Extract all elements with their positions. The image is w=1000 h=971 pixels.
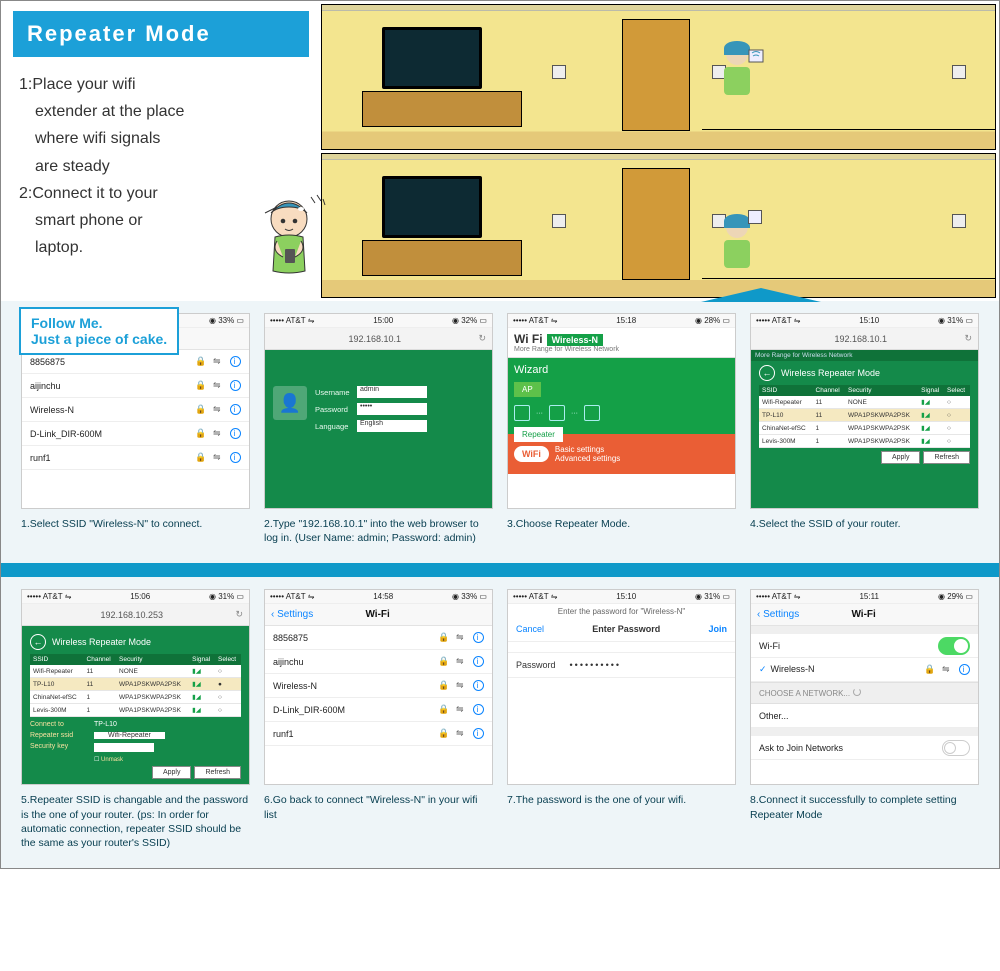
screen-4: ••••• AT&T ⇋15:10◉ 31% ▭ 192.168.10.1↻ M… <box>750 313 979 509</box>
back-arrow-icon[interactable]: ← <box>30 634 46 650</box>
back-arrow-icon[interactable]: ← <box>759 365 775 381</box>
speech-bubble: Follow Me. Just a piece of cake. <box>19 307 179 355</box>
refresh-button[interactable]: Refresh <box>923 451 970 464</box>
pc-icon <box>514 405 530 421</box>
username-input[interactable]: admin <box>357 386 427 398</box>
table-row[interactable]: TP-L1011WPA1PSKWPA2PSK▮◢○ <box>759 409 970 422</box>
screen-8: ••••• AT&T ⇋15:11◉ 29% ▭ ‹ SettingsWi-Fi… <box>750 589 979 785</box>
language-select[interactable]: English <box>357 420 427 432</box>
refresh-button[interactable]: Refresh <box>194 766 241 779</box>
table-row[interactable]: Levis-300M1WPA1PSKWPA2PSK▮◢○ <box>759 435 970 448</box>
caption-4: 4.Select the SSID of your router. <box>750 517 979 531</box>
room-illustration-1 <box>321 4 996 150</box>
repeater-icon <box>549 405 565 421</box>
ssid-table: SSIDChannelSecuritySignalSelect Wifi-Rep… <box>30 654 241 717</box>
caption-2: 2.Type "192.168.10.1" into the web brows… <box>264 517 493 545</box>
security-key-input[interactable] <box>94 743 154 752</box>
character-illustration <box>241 191 341 301</box>
caption-8: 8.Connect it successfully to complete se… <box>750 793 979 821</box>
step1b: extender at the place <box>35 100 309 123</box>
other-network[interactable]: Other... <box>751 704 978 728</box>
router-icon <box>584 405 600 421</box>
screen-5: ••••• AT&T ⇋15:06◉ 31% ▭ 192.168.10.253↻… <box>21 589 250 785</box>
avatar-icon: 👤 <box>273 386 307 420</box>
repeater-ssid-input[interactable]: Wifi-Repeater <box>94 732 165 739</box>
arrow-connector <box>701 288 821 302</box>
apply-button[interactable]: Apply <box>881 451 921 464</box>
url-bar[interactable]: 192.168.10.253 <box>28 610 235 620</box>
screen-7: ••••• AT&T ⇋15:10◉ 31% ▭ Enter the passw… <box>507 589 736 785</box>
caption-5: 5.Repeater SSID is changable and the pas… <box>21 793 250 850</box>
table-row[interactable]: ChinaNet-efSC1WPA1PSKWPA2PSK▮◢○ <box>759 422 970 435</box>
caption-3: 3.Choose Repeater Mode. <box>507 517 736 531</box>
join-button[interactable]: Join <box>708 624 727 634</box>
wifi-network[interactable]: D-Link_DIR-600M🔒 ⇋ i <box>22 422 249 446</box>
wifi-network[interactable]: runf1🔒 ⇋ i <box>22 446 249 470</box>
url-bar[interactable]: 192.168.10.1 <box>271 334 478 344</box>
cancel-button[interactable]: Cancel <box>516 624 544 634</box>
wifi-network[interactable]: aijinchu🔒 ⇋ i <box>22 374 249 398</box>
spinner-icon <box>853 688 861 696</box>
step1d: are steady <box>35 155 309 178</box>
extender-icon <box>746 47 766 63</box>
title-banner: Repeater Mode <box>13 11 309 57</box>
table-row[interactable]: Wifi-Repeater11NONE▮◢○ <box>759 396 970 409</box>
screen-3: ••••• AT&T ⇋15:18◉ 28% ▭ Wi FiWireless-N… <box>507 313 736 509</box>
ask-join-row[interactable]: Ask to Join Networks <box>751 736 978 760</box>
step1c: where wifi signals <box>35 127 309 150</box>
room-illustration-2 <box>321 153 996 299</box>
connected-network[interactable]: ✓Wireless-N🔒 ⇋ i <box>751 658 978 682</box>
password-input[interactable]: ••••• <box>357 403 427 415</box>
back-button[interactable]: ‹ Settings <box>271 609 313 620</box>
logo: Wi FiWireless-N <box>514 332 603 346</box>
password-field[interactable]: •••••••••• <box>556 660 727 670</box>
refresh-icon[interactable]: ↻ <box>478 333 486 344</box>
step1: 1:Place your wifi <box>19 73 309 96</box>
ap-button[interactable]: AP <box>514 382 541 397</box>
screen-2: ••••• AT&T ⇋15:00◉ 32% ▭ 192.168.10.1↻ 👤… <box>264 313 493 509</box>
repeater-button[interactable]: Repeater <box>514 427 563 442</box>
screen-6: ••••• AT&T ⇋14:58◉ 33% ▭ ‹ SettingsWi-Fi… <box>264 589 493 785</box>
caption-7: 7.The password is the one of your wifi. <box>507 793 736 807</box>
caption-1: 1.Select SSID "Wireless-N" to connect. <box>21 517 250 531</box>
wifi-toggle[interactable] <box>938 637 970 655</box>
apply-button[interactable]: Apply <box>152 766 192 779</box>
divider <box>1 563 999 577</box>
wifi-network[interactable]: Wireless-N🔒 ⇋ i <box>22 398 249 422</box>
ssid-table: SSIDChannelSecuritySignalSelect Wifi-Rep… <box>759 385 970 448</box>
back-button[interactable]: ‹ Settings <box>757 609 799 620</box>
caption-6: 6.Go back to connect "Wireless-N" in you… <box>264 793 493 821</box>
wifi-icon: WiFi <box>514 446 549 462</box>
